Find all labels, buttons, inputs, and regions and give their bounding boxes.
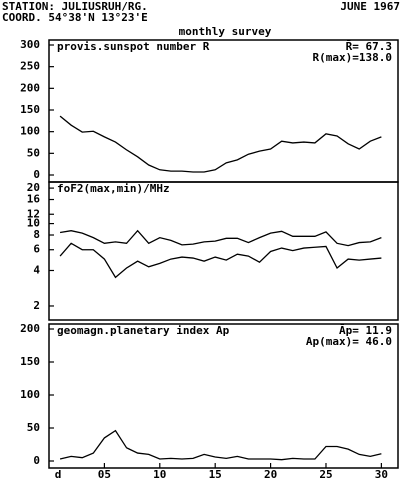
x-tick-label: 20 bbox=[264, 468, 277, 480]
y-tick-label: 8 bbox=[33, 228, 40, 241]
y-tick-label: 200 bbox=[20, 81, 40, 94]
annotation: Ap(max)= 46.0 bbox=[306, 335, 392, 348]
date: JUNE 1967 bbox=[340, 0, 400, 13]
data-line bbox=[59, 115, 382, 173]
y-tick-label: 300 bbox=[20, 38, 40, 51]
y-tick-label: 10 bbox=[27, 217, 40, 230]
x-tick-label: 10 bbox=[153, 468, 166, 480]
x-tick-label: 15 bbox=[209, 468, 222, 480]
y-tick-label: 100 bbox=[20, 125, 40, 138]
y-tick-label: 2 bbox=[33, 299, 40, 312]
data-line bbox=[59, 229, 382, 247]
y-tick-label: 50 bbox=[27, 421, 40, 434]
panel-frame bbox=[48, 181, 399, 321]
y-tick-label: 20 bbox=[27, 181, 40, 194]
x-tick-label: 25 bbox=[319, 468, 332, 480]
y-tick-label: 100 bbox=[20, 388, 40, 401]
y-tick-label: 4 bbox=[33, 263, 40, 276]
y-tick-label: 6 bbox=[33, 243, 40, 256]
panel-title: foF2(max,min)/MHz bbox=[57, 182, 170, 195]
annotation: R̄= 67.3 bbox=[346, 40, 392, 53]
x-tick-label: 05 bbox=[98, 468, 111, 480]
panel-title: geomagn.planetary index Ap bbox=[57, 324, 230, 337]
subtitle: monthly survey bbox=[179, 25, 272, 38]
y-tick-label: 0 bbox=[33, 454, 40, 467]
annotation: Āp= 11.9 bbox=[339, 324, 392, 337]
y-tick-label: 0 bbox=[33, 168, 40, 181]
panel-title: provis.sunspot number R bbox=[57, 40, 210, 53]
y-tick-label: 150 bbox=[20, 355, 40, 368]
x-tick-label: 30 bbox=[375, 468, 388, 480]
y-tick-label: 12 bbox=[27, 207, 40, 220]
panel-frame bbox=[48, 323, 399, 469]
x-axis-label: d bbox=[55, 468, 62, 480]
data-line bbox=[59, 429, 382, 461]
y-tick-label: 250 bbox=[20, 60, 40, 73]
y-tick-label: 16 bbox=[27, 193, 41, 206]
data-line bbox=[59, 242, 382, 279]
coord: COORD. 54°38'N 13°23'E bbox=[2, 11, 148, 24]
y-tick-label: 150 bbox=[20, 103, 40, 116]
station: STATION: JULIUSRUH/RG. bbox=[2, 0, 148, 13]
y-tick-label: 200 bbox=[20, 322, 40, 335]
y-tick-label: 50 bbox=[27, 146, 40, 159]
annotation: R(max)=138.0 bbox=[313, 51, 392, 64]
